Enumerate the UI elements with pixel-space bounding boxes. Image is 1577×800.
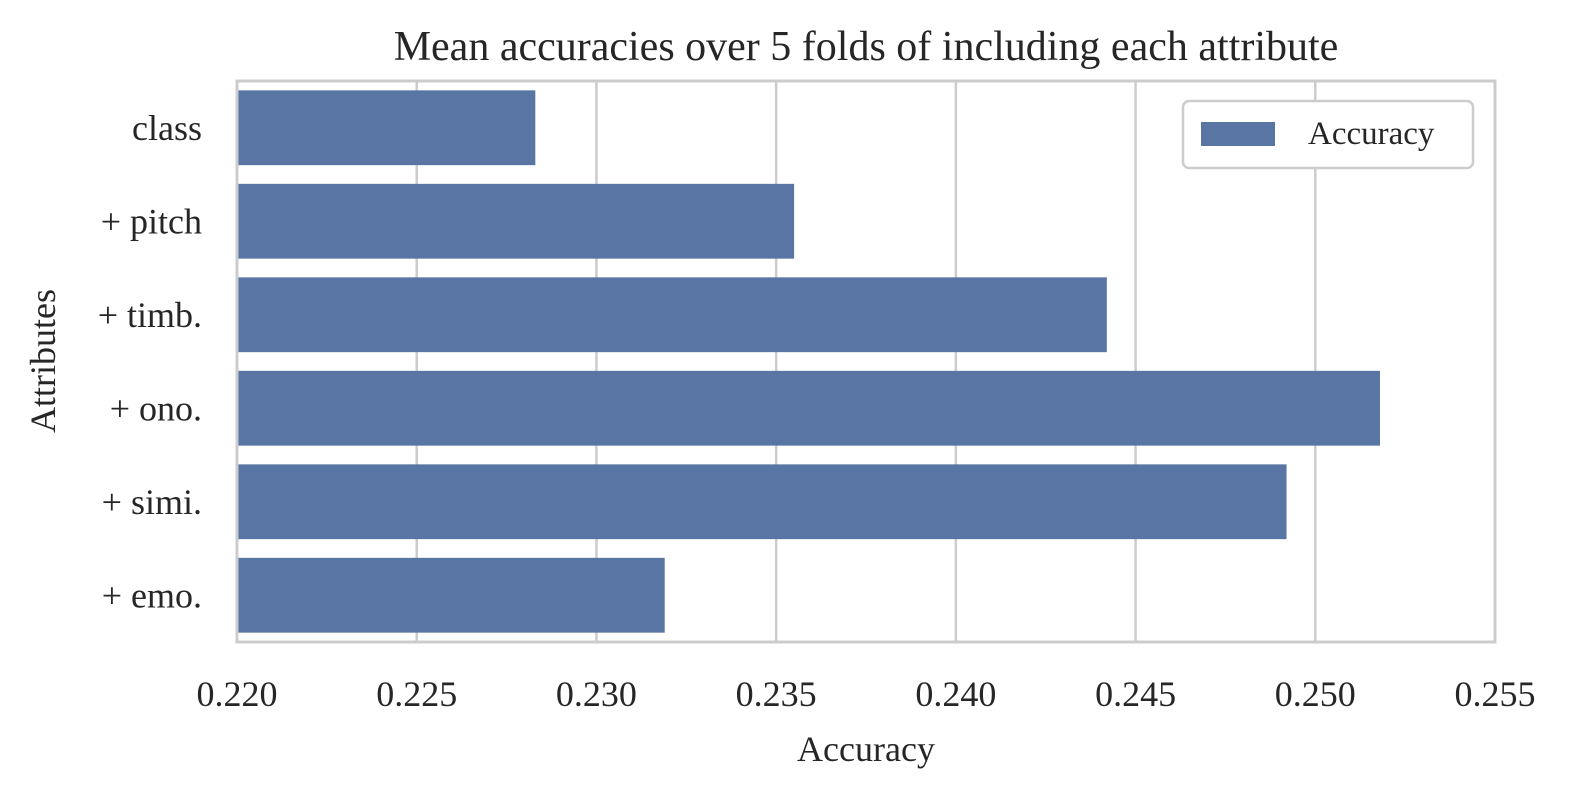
x-axis-label: Accuracy — [797, 729, 935, 769]
y-tick-label: + pitch — [101, 201, 202, 241]
bar — [237, 90, 536, 166]
y-tick-labels: class + pitch + timb. + ono. + simi. + emo. — [98, 108, 202, 616]
x-tick-label: 0.245 — [1095, 674, 1176, 714]
legend-box — [1181, 99, 1475, 170]
bar — [237, 464, 1287, 540]
chart-title: Mean accuracies over 5 folds of includin… — [394, 24, 1339, 70]
bars — [237, 90, 1380, 633]
x-tick-label: 0.220 — [197, 674, 278, 714]
bar — [237, 183, 795, 259]
bar — [237, 557, 665, 633]
legend-label: Accuracy — [1308, 116, 1435, 152]
y-tick-label: + simi. — [102, 482, 202, 522]
bar — [237, 370, 1380, 446]
gridlines — [235, 81, 1497, 642]
y-tick-label: + timb. — [98, 295, 202, 335]
y-tick-label: class — [132, 108, 202, 148]
y-axis-label: Attributes — [23, 289, 63, 433]
x-tick-label: 0.235 — [736, 674, 817, 714]
legend-swatch — [1201, 122, 1275, 146]
legend: Accuracy — [1181, 99, 1475, 170]
plot-frame — [235, 79, 1497, 644]
y-tick-label: + ono. — [110, 388, 202, 428]
x-tick-labels: 0.220 0.225 0.230 0.235 0.240 0.245 0.250 0.255 — [197, 674, 1536, 714]
y-tick-label: + emo. — [102, 575, 202, 615]
x-tick-label: 0.240 — [915, 674, 996, 714]
bar — [237, 277, 1107, 353]
x-tick-label: 0.225 — [376, 674, 457, 714]
x-tick-label: 0.230 — [556, 674, 637, 714]
x-tick-label: 0.250 — [1275, 674, 1356, 714]
x-tick-label: 0.255 — [1455, 674, 1536, 714]
